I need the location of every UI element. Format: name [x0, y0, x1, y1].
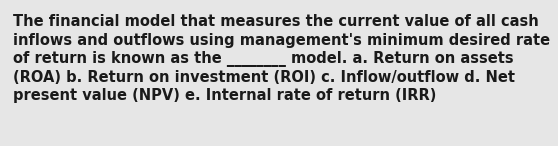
Text: present value (NPV) e. Internal rate of return (IRR): present value (NPV) e. Internal rate of …	[13, 88, 436, 103]
Text: The financial model that measures the current value of all cash: The financial model that measures the cu…	[13, 14, 539, 29]
Text: inflows and outflows using management's minimum desired rate: inflows and outflows using management's …	[13, 33, 550, 47]
Text: of return is known as the ________ model. a. Return on assets: of return is known as the ________ model…	[13, 51, 513, 67]
Text: (ROA) b. Return on investment (ROI) c. Inflow/outflow d. Net: (ROA) b. Return on investment (ROI) c. I…	[13, 69, 515, 85]
